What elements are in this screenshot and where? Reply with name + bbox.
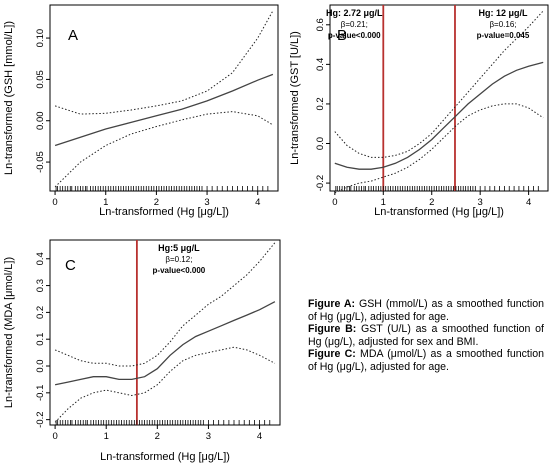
y-tick-label: 0.1 [35,333,46,346]
x-axis-label: Ln-transformed (Hg [μg/L]) [99,206,229,218]
confidence-band-line [54,111,274,188]
caption-a-text: GSH (mmol/L) as a smoothed function of H… [308,298,544,323]
caption-b: Figure B: GST (U/L) as a smoothed functi… [308,323,544,348]
y-tick-label: 0.2 [315,97,326,110]
y-tick-label: 0.05 [35,70,46,89]
reference-label-line: Hg:5 μg/L [158,243,200,253]
y-axis-label: Ln-transformed (MDA [μmol/L]) [3,257,15,408]
y-tick-label: -0.1 [35,385,46,401]
y-axis-label: Ln-transformed (GSH [mmol/L]) [3,21,15,175]
x-tick-label: 0 [52,197,57,208]
panel-letter: C [65,257,76,274]
y-tick-label: -0.2 [35,411,46,427]
x-tick-label: 2 [154,197,159,208]
panel-letter: A [68,27,78,44]
smooth-fit-line [54,301,276,386]
panel-letter: B [337,27,347,44]
y-tick-label: 0.4 [315,58,326,71]
panel-A: 0 1 2 3 4 -0.05 0.00 0.05 0.10 Ln-transformed (Hg… [3,4,279,218]
y-tick-label: 0.10 [35,29,46,48]
y-tick-label: -0.05 [35,151,46,173]
caption-c: Figure C: MDA (μmol/L) as a smoothed fun… [308,348,544,373]
caption-b-label: Figure B: [308,323,357,336]
x-axis-label: Ln-transformed (Hg [μg/L]) [374,206,504,218]
y-tick-label: 0.0 [35,359,46,372]
reference-label-line: p-value=0.045 [477,31,530,40]
x-tick-label: 2 [155,431,160,442]
reference-label-line: Hg: 12 μg/L [478,8,528,18]
smooth-fit-line [334,61,544,170]
caption-a-label: Figure A: [308,298,356,310]
reference-label-line: β=0.12; [165,255,192,264]
x-tick-label: 3 [204,197,209,208]
y-tick-label: 0.6 [315,18,326,31]
caption-c-label: Figure C: [308,348,356,361]
confidence-band-line [334,103,544,194]
reference-label-line: β=0.21; [341,20,368,29]
reference-label-line: β=0.16; [489,20,516,29]
panel-B: 0 1 2 3 4 -0.2 0.0 0.2 0.4 0.6 Ln-transformed (Hg … [289,4,549,218]
confidence-band-line [54,10,274,115]
x-tick-label: 0 [332,197,337,208]
panel-C: 0 1 2 3 4 -0.2 -0.1 0.0 0.1 0.2 0.3 0.4 Ln-transform… [3,239,281,463]
x-axis-label: Ln-transformed (Hg [μg/L]) [100,451,230,463]
y-tick-label: 0.3 [35,279,46,292]
caption-b-text: GST (U/L) as a smoothed function of Hg (… [308,323,544,348]
reference-label-line: p-value<0.000 [153,266,206,275]
x-tick-label: 4 [526,197,531,208]
caption-c-text: MDA (μmol/L) as a smoothed function of H… [308,348,544,373]
x-tick-label: 1 [104,431,109,442]
figure-caption: Figure A: GSH (mmol/L) as a smoothed fun… [308,298,544,374]
x-tick-label: 1 [103,197,108,208]
x-tick-label: 3 [478,197,483,208]
x-tick-label: 4 [255,197,260,208]
x-tick-label: 1 [381,197,386,208]
x-tick-label: 2 [429,197,434,208]
x-tick-label: 4 [257,431,262,442]
x-tick-label: 0 [52,431,57,442]
confidence-band-line [54,346,276,423]
reference-label-line: Hg: 2.72 μg/L [326,8,383,18]
y-tick-label: 0.4 [35,252,46,265]
smooth-fit-line [54,73,274,147]
y-tick-label: 0.2 [35,306,46,319]
confidence-band-line [54,242,276,367]
plot-frame [49,4,279,192]
caption-a: Figure A: GSH (mmol/L) as a smoothed fun… [308,298,544,323]
y-axis-label: Ln-transformed (GST [U/L]) [289,31,301,165]
y-tick-label: 0.00 [35,111,46,130]
reference-label-line: p-value<0.000 [328,31,381,40]
x-tick-label: 3 [206,431,211,442]
y-tick-label: 0.0 [315,137,326,150]
y-tick-label: -0.2 [315,175,326,191]
